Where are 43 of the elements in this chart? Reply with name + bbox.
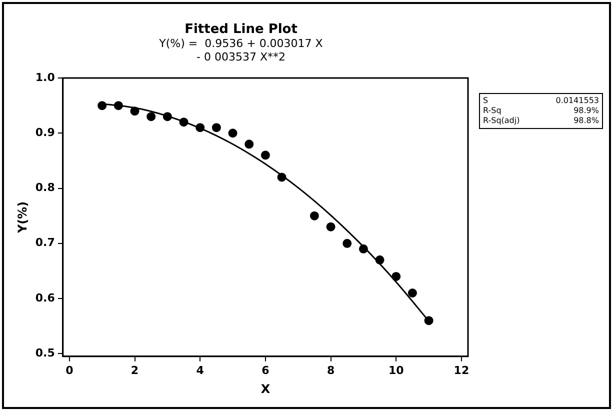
y-tick-label: 0.7 xyxy=(35,236,55,250)
point xyxy=(342,238,352,248)
point xyxy=(146,112,156,122)
text: 0.0141553 xyxy=(556,96,599,106)
x-tick-label: 10 xyxy=(388,364,404,377)
point xyxy=(375,255,384,264)
x-axis-title: X xyxy=(260,382,271,396)
x-tick-label: 0 xyxy=(66,364,74,377)
point xyxy=(326,222,336,232)
point xyxy=(179,118,188,127)
point xyxy=(162,112,172,122)
text: 98.8% xyxy=(574,116,599,126)
point xyxy=(228,128,238,138)
chart-subtitle: Y(%) = 0.9536 + 0.003017 X - 0 003537 X**2 xyxy=(158,37,324,64)
chart-title: Fitted Line Plot xyxy=(184,22,298,38)
point xyxy=(424,316,434,326)
y-axis-title: Y(%) xyxy=(15,201,30,234)
point xyxy=(277,172,286,182)
y-tick-label: 0.5 xyxy=(35,346,55,360)
point xyxy=(244,140,254,149)
point xyxy=(310,211,319,220)
y-tick-label: 0.9 xyxy=(35,126,55,139)
point xyxy=(212,123,221,132)
x-tick-label: 8 xyxy=(326,364,335,377)
point xyxy=(98,101,107,110)
point xyxy=(130,106,140,116)
point xyxy=(408,288,417,298)
text: R-Sq(adj) xyxy=(483,116,520,126)
point xyxy=(114,101,123,110)
point xyxy=(260,150,270,160)
x-tick-label: 12 xyxy=(454,364,470,377)
x-tick-label: 2 xyxy=(130,364,139,377)
point xyxy=(392,272,401,281)
text: S xyxy=(483,96,488,106)
point xyxy=(358,244,368,254)
x-tick-label: 4 xyxy=(196,364,204,377)
y-tick-label: 1.0 xyxy=(35,70,56,84)
point xyxy=(196,123,205,132)
y-tick-label: 0.8 xyxy=(35,181,55,194)
text: 98.9% xyxy=(574,106,599,116)
text: R-Sq xyxy=(483,106,502,116)
y-tick-label: 0.6 xyxy=(35,291,56,304)
x-tick-label: 6 xyxy=(262,364,270,377)
